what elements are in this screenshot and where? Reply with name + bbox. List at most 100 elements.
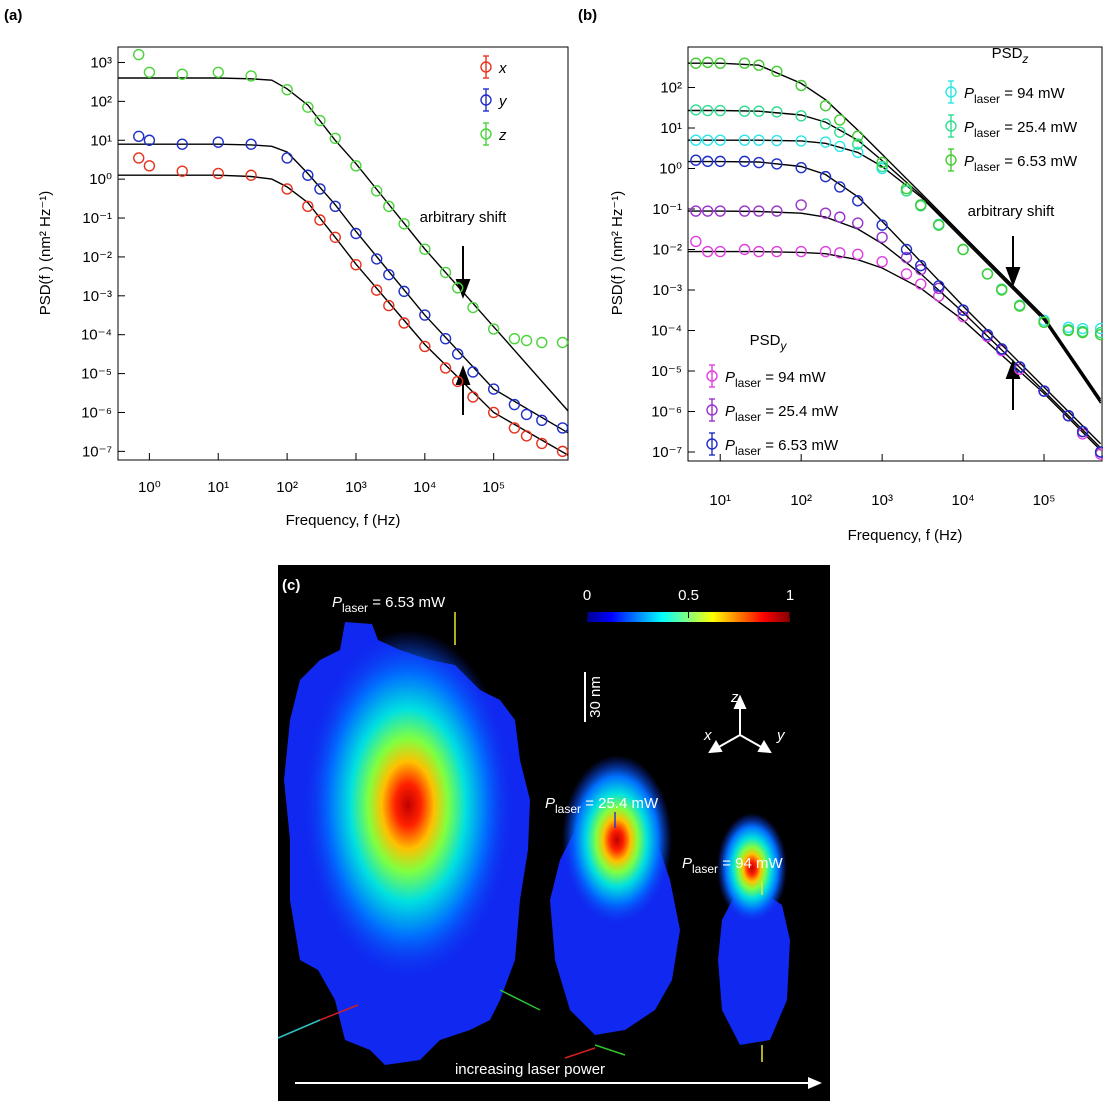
x-tick-label: 10¹ bbox=[709, 492, 731, 509]
data-point bbox=[821, 247, 831, 257]
x-tick-label: 10² bbox=[790, 492, 812, 509]
data-point bbox=[372, 285, 382, 295]
y-tick-label: 10² bbox=[90, 93, 112, 110]
y-tick-label: 10¹ bbox=[90, 132, 112, 149]
data-point bbox=[351, 161, 361, 171]
data-point bbox=[384, 201, 394, 211]
spot-sub: laser bbox=[342, 601, 368, 615]
y-tick-label: 10⁻¹ bbox=[652, 201, 682, 218]
arrow-label: increasing laser power bbox=[455, 1061, 605, 1078]
legend-symbol-sub: laser bbox=[735, 444, 761, 458]
y-tick-label: 10³ bbox=[90, 54, 112, 71]
data-point bbox=[877, 257, 887, 267]
colorbar-tick-label: 0.5 bbox=[678, 587, 699, 604]
data-point bbox=[213, 137, 223, 147]
data-point bbox=[399, 286, 409, 296]
data-point bbox=[315, 215, 325, 225]
panel-label: (a) bbox=[4, 7, 22, 24]
y-tick-label: 10⁻⁴ bbox=[81, 327, 112, 344]
data-point bbox=[303, 102, 313, 112]
data-point bbox=[691, 155, 701, 165]
legend-name: = 94 mW bbox=[761, 369, 826, 386]
legend-name: y bbox=[498, 93, 508, 110]
x-tick-label: 10³ bbox=[345, 479, 367, 496]
legend-label: Plaser = 94 mW bbox=[964, 85, 1065, 106]
data-point bbox=[703, 57, 713, 67]
y-tick-label: 10⁻⁵ bbox=[651, 363, 682, 380]
data-point bbox=[522, 335, 532, 345]
data-point bbox=[315, 184, 325, 194]
data-point bbox=[958, 245, 968, 255]
data-point bbox=[835, 115, 845, 125]
legend-label: Plaser = 25.4 mW bbox=[725, 403, 839, 424]
legend-symbol: P bbox=[964, 153, 974, 170]
legend-name: = 25.4 mW bbox=[1000, 119, 1078, 136]
data-point bbox=[330, 133, 340, 143]
spot-symbol: P bbox=[332, 594, 342, 611]
legend-symbol: P bbox=[725, 369, 735, 386]
data-point bbox=[468, 367, 478, 377]
legend-symbol-sub: laser bbox=[735, 410, 761, 424]
axis-label: x bbox=[703, 727, 712, 744]
legend-label: Plaser = 6.53 mW bbox=[725, 437, 839, 458]
data-point bbox=[558, 338, 568, 348]
shift-arrows bbox=[1007, 236, 1019, 410]
data-point bbox=[740, 245, 750, 255]
x-tick-label: 10⁵ bbox=[1033, 492, 1056, 509]
y-tick-label: 10⁻³ bbox=[652, 282, 682, 299]
data-point bbox=[821, 137, 831, 147]
data-point bbox=[489, 324, 499, 334]
panel-label: (b) bbox=[578, 7, 597, 24]
data-point bbox=[522, 431, 532, 441]
x-axis-label: Frequency, f (Hz) bbox=[286, 512, 401, 529]
spot-symbol: P bbox=[545, 795, 555, 812]
legend-label: Plaser = 6.53 mW bbox=[964, 153, 1078, 174]
data-point bbox=[877, 232, 887, 242]
y-tick-label: 10¹ bbox=[660, 120, 682, 137]
legend-title-sub: y bbox=[779, 339, 787, 353]
y-tick-label: 10⁻⁵ bbox=[81, 366, 112, 383]
fit-line bbox=[688, 140, 1101, 403]
y-tick-label: 10⁻⁴ bbox=[651, 323, 682, 340]
annotation: arbitrary shift bbox=[968, 203, 1056, 220]
data-point bbox=[351, 229, 361, 239]
data-point bbox=[522, 409, 532, 419]
data-point bbox=[144, 67, 154, 77]
y-tick-label: 10⁰ bbox=[659, 161, 682, 178]
y-tick-label: 10⁻⁷ bbox=[652, 444, 682, 461]
data-point bbox=[282, 153, 292, 163]
x-axis-label: Frequency, f (Hz) bbox=[848, 527, 963, 544]
legend-label: y bbox=[498, 93, 508, 110]
spot-text: = 6.53 mW bbox=[368, 594, 446, 611]
data-point bbox=[537, 338, 547, 348]
data-point bbox=[441, 334, 451, 344]
data-point bbox=[853, 218, 863, 228]
data-point bbox=[772, 206, 782, 216]
y-tick-label: 10⁻⁷ bbox=[82, 443, 112, 460]
data-point bbox=[835, 212, 845, 222]
x-tick-label: 10⁴ bbox=[952, 492, 975, 509]
x-tick-label: 10⁴ bbox=[413, 479, 436, 496]
spot-sub: laser bbox=[692, 862, 718, 876]
legend-name: x bbox=[498, 60, 507, 77]
legend-name: = 94 mW bbox=[1000, 85, 1065, 102]
x-tick-label: 10⁵ bbox=[482, 479, 505, 496]
data-point bbox=[246, 170, 256, 180]
legend-label: z bbox=[498, 127, 507, 144]
y-tick-label: 10² bbox=[660, 80, 682, 97]
data-point bbox=[796, 247, 806, 257]
data-point bbox=[982, 269, 992, 279]
x-tick-label: 10³ bbox=[871, 492, 893, 509]
axis-label: z bbox=[730, 689, 739, 706]
data-point bbox=[134, 153, 144, 163]
y-tick-label: 10⁻¹ bbox=[82, 210, 112, 227]
legend-title-main: PSD bbox=[750, 332, 781, 349]
legend-symbol-sub: laser bbox=[974, 160, 1000, 174]
spot-text: = 25.4 mW bbox=[581, 795, 659, 812]
colorbar-tick-label: 1 bbox=[786, 587, 794, 604]
y-tick-label: 10⁻³ bbox=[82, 288, 112, 305]
y-tick-label: 10⁻² bbox=[652, 242, 682, 259]
annotation: arbitrary shift bbox=[420, 209, 508, 226]
legend-symbol-sub: laser bbox=[735, 376, 761, 390]
legend-name: = 6.53 mW bbox=[1000, 153, 1078, 170]
